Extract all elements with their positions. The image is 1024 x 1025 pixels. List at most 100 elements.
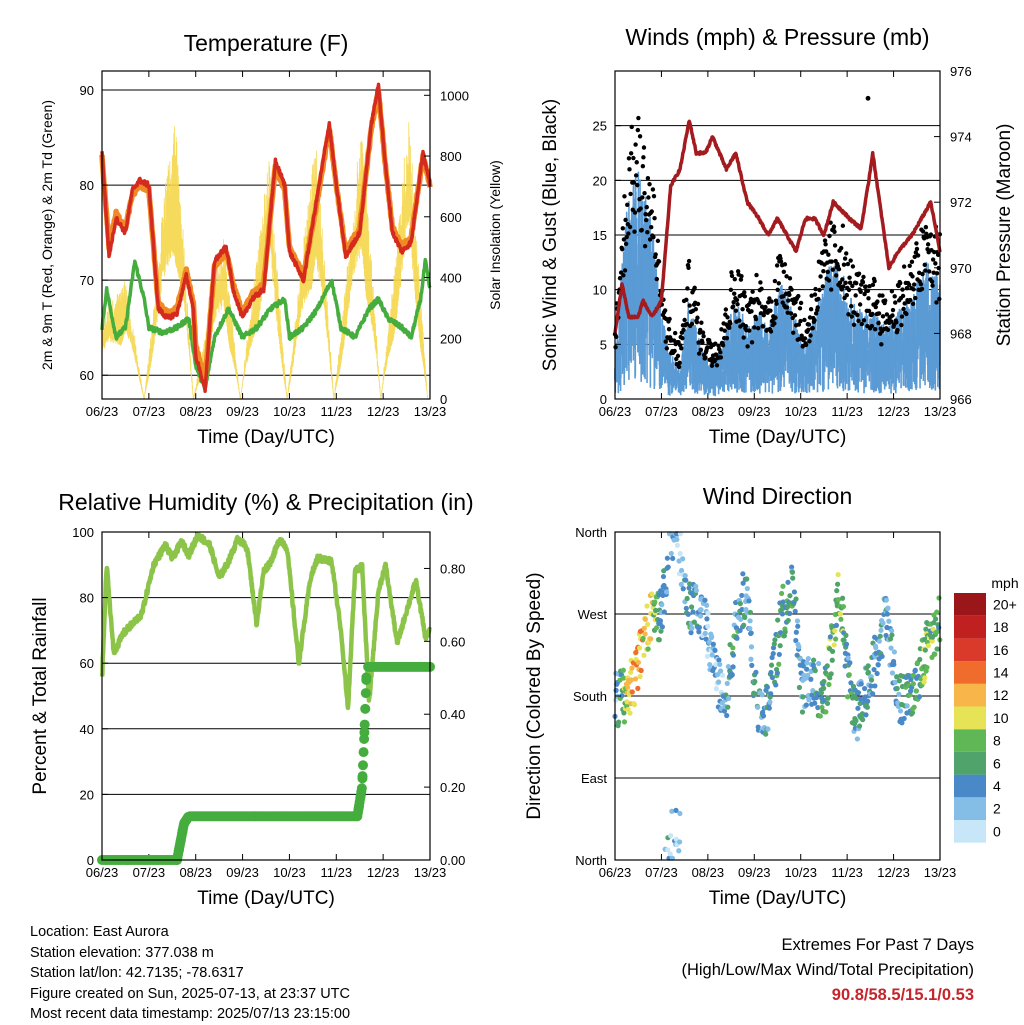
gust-point — [754, 272, 759, 278]
gust-point — [625, 202, 630, 208]
gust-point — [734, 297, 740, 303]
direction-point — [855, 705, 861, 711]
gust-point — [647, 181, 652, 187]
gust-point — [631, 180, 637, 185]
direction-point — [829, 648, 836, 654]
extremes-values: 90.8/58.5/15.1/0.53 — [831, 986, 974, 1004]
direction-point — [930, 626, 936, 632]
gust-point — [672, 330, 678, 336]
gust-point — [766, 300, 771, 305]
gust-point — [696, 351, 702, 356]
gust-point — [872, 326, 878, 332]
direction-point — [800, 663, 806, 669]
colorbar-swatch — [954, 661, 986, 684]
gust-point — [865, 288, 871, 294]
gust-point — [911, 287, 916, 292]
wind-x-tick-label: 12/23 — [877, 404, 910, 419]
precip-point — [357, 760, 368, 771]
gust-point — [879, 342, 884, 347]
gust-point — [727, 325, 732, 331]
gust-point — [750, 289, 755, 294]
figure-created: Figure created on Sun, 2025-07-13, at 23… — [30, 985, 350, 1002]
gust-point — [652, 215, 657, 221]
direction-point — [755, 704, 761, 710]
direction-point — [730, 652, 736, 658]
gust-point — [797, 306, 803, 311]
gust-point — [902, 301, 907, 306]
colorbar-label: 6 — [993, 755, 1001, 771]
dir-y-axis-label: Direction (Colored By Speed) — [524, 572, 545, 819]
gust-point — [901, 306, 906, 312]
precip-point — [183, 811, 194, 822]
precip-point — [358, 747, 369, 758]
direction-point — [698, 607, 704, 613]
gust-point — [785, 310, 790, 315]
direction-point — [685, 611, 691, 617]
wind-x-tick-label: 07/23 — [645, 404, 678, 419]
wind-y2-tick-label: 970 — [950, 261, 972, 276]
gust-point — [935, 252, 941, 258]
gust-point — [692, 285, 697, 290]
gust-point — [774, 301, 779, 306]
temp-x-tick-label: 13/23 — [414, 404, 447, 419]
gust-point — [934, 300, 939, 305]
wind-y2-tick-label: 968 — [950, 326, 972, 341]
gust-point — [656, 259, 662, 264]
gust-point — [719, 327, 724, 332]
gust-point — [641, 155, 646, 160]
gust-point — [628, 191, 633, 197]
rh-x-tick-label: 08/23 — [179, 865, 212, 880]
gust-point — [867, 284, 872, 289]
gust-point — [840, 277, 845, 282]
direction-point — [638, 667, 644, 674]
direction-point — [744, 585, 750, 592]
gust-point — [889, 319, 894, 324]
gust-point — [928, 232, 934, 237]
direction-point — [704, 602, 710, 608]
gust-point — [796, 322, 802, 327]
wind-x-tick-label: 08/23 — [692, 404, 725, 419]
direction-point — [642, 631, 648, 637]
direction-point — [799, 709, 806, 715]
gust-point — [637, 134, 643, 139]
direction-point — [693, 583, 699, 589]
dir-y-tick-label: East — [581, 771, 607, 786]
direction-point — [710, 641, 716, 647]
gust-point — [929, 279, 935, 284]
gust-point — [910, 274, 915, 279]
gust-point — [802, 317, 807, 323]
direction-point — [771, 641, 777, 647]
gust-point — [898, 280, 903, 286]
gust-point — [806, 327, 811, 332]
gust-point — [698, 327, 703, 333]
direction-point — [764, 684, 770, 690]
direction-point — [649, 591, 655, 597]
direction-point — [829, 657, 835, 663]
gust-point — [685, 286, 690, 291]
gust-point — [732, 291, 737, 296]
colorbar-title: mph — [991, 575, 1018, 591]
gust-point — [843, 280, 848, 286]
gust-point — [700, 330, 706, 335]
direction-point — [653, 607, 659, 614]
gust-point — [728, 321, 733, 326]
humidity-line — [99, 531, 433, 711]
colorbar-label: 18 — [993, 619, 1009, 635]
direction-point — [913, 688, 920, 694]
direction-point — [828, 671, 834, 677]
direction-point — [916, 694, 923, 700]
direction-point — [734, 635, 740, 641]
temp-y-tick-label: 70 — [80, 273, 94, 288]
dir-x-tick-label: 07/23 — [645, 865, 678, 880]
direction-point — [660, 573, 667, 580]
rh-y2-tick-label: 0.60 — [440, 634, 465, 649]
direction-point — [667, 851, 673, 857]
direction-point — [777, 643, 783, 649]
gust-point — [849, 314, 854, 319]
direction-point — [824, 700, 831, 707]
gust-point — [849, 304, 854, 309]
gust-point — [880, 293, 885, 298]
direction-point — [856, 723, 863, 729]
gust-point — [623, 217, 628, 223]
gust-point — [922, 262, 927, 268]
